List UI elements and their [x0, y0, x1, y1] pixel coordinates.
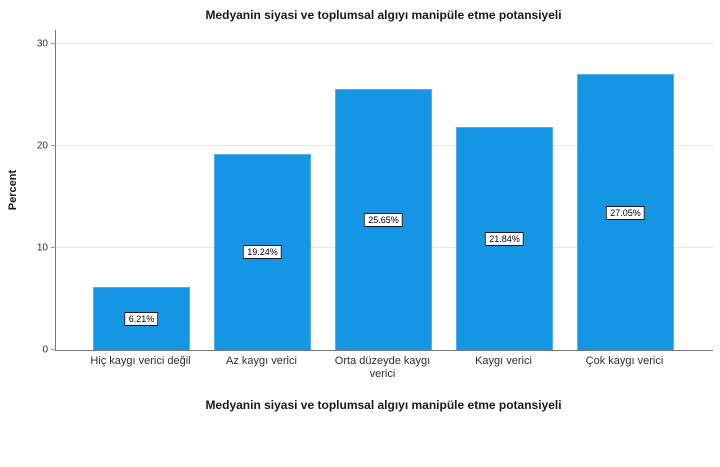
bars-container: 6.21% 19.24% 25.65% 21.84% 27.05%: [81, 30, 686, 350]
bar-column: 21.84%: [444, 30, 565, 350]
y-tick-label: 20: [36, 140, 48, 152]
y-tick-mark: [51, 349, 56, 350]
x-category-label: Orta düzeyde kaygı verici: [334, 355, 431, 380]
bar: 27.05%: [577, 74, 674, 350]
x-category-label: Çok kaygı verici: [585, 355, 664, 367]
bar-column: 19.24%: [202, 30, 323, 350]
y-axis-title: Percent: [7, 169, 19, 211]
y-tick-mark: [51, 145, 56, 147]
bar-column: 27.05%: [565, 30, 686, 350]
y-tick-mark: [51, 247, 56, 249]
y-tick-mark: [51, 43, 56, 45]
y-tick-label: 10: [36, 242, 48, 254]
bar-column: 6.21%: [81, 30, 202, 350]
x-axis-title: Medyanin siyasi ve toplumsal algıyı mani…: [205, 398, 562, 412]
bar-value-label: 27.05%: [606, 205, 645, 220]
bar-column: 25.65%: [323, 30, 444, 350]
x-category-label: Az kaygı verici: [226, 355, 297, 367]
gridline: [56, 43, 713, 45]
x-category-label: Kaygı verici: [475, 355, 532, 367]
bar-value-label: 25.65%: [364, 212, 403, 227]
bar-value-label: 6.21%: [124, 311, 159, 326]
y-tick-label: 0: [42, 344, 48, 356]
bar-value-label: 19.24%: [243, 245, 282, 260]
x-category-label: Hiç kaygı verici değil: [90, 355, 191, 367]
y-tick-label: 30: [36, 38, 48, 50]
bar: 6.21%: [93, 286, 190, 350]
bar: 19.24%: [214, 153, 311, 350]
bar: 25.65%: [335, 88, 432, 350]
bar: 21.84%: [456, 127, 553, 350]
plot-area: 0 10 20 30 6.21% 19.24% 25.65% 21.84% 27.05%: [37, 30, 713, 356]
bar-value-label: 21.84%: [485, 232, 524, 247]
x-category-labels: Hiç kaygı verici değil Az kaygı verici Ort…: [80, 355, 685, 381]
chart-title: Medyanin siyasi ve toplumsal algıyı mani…: [205, 8, 562, 22]
